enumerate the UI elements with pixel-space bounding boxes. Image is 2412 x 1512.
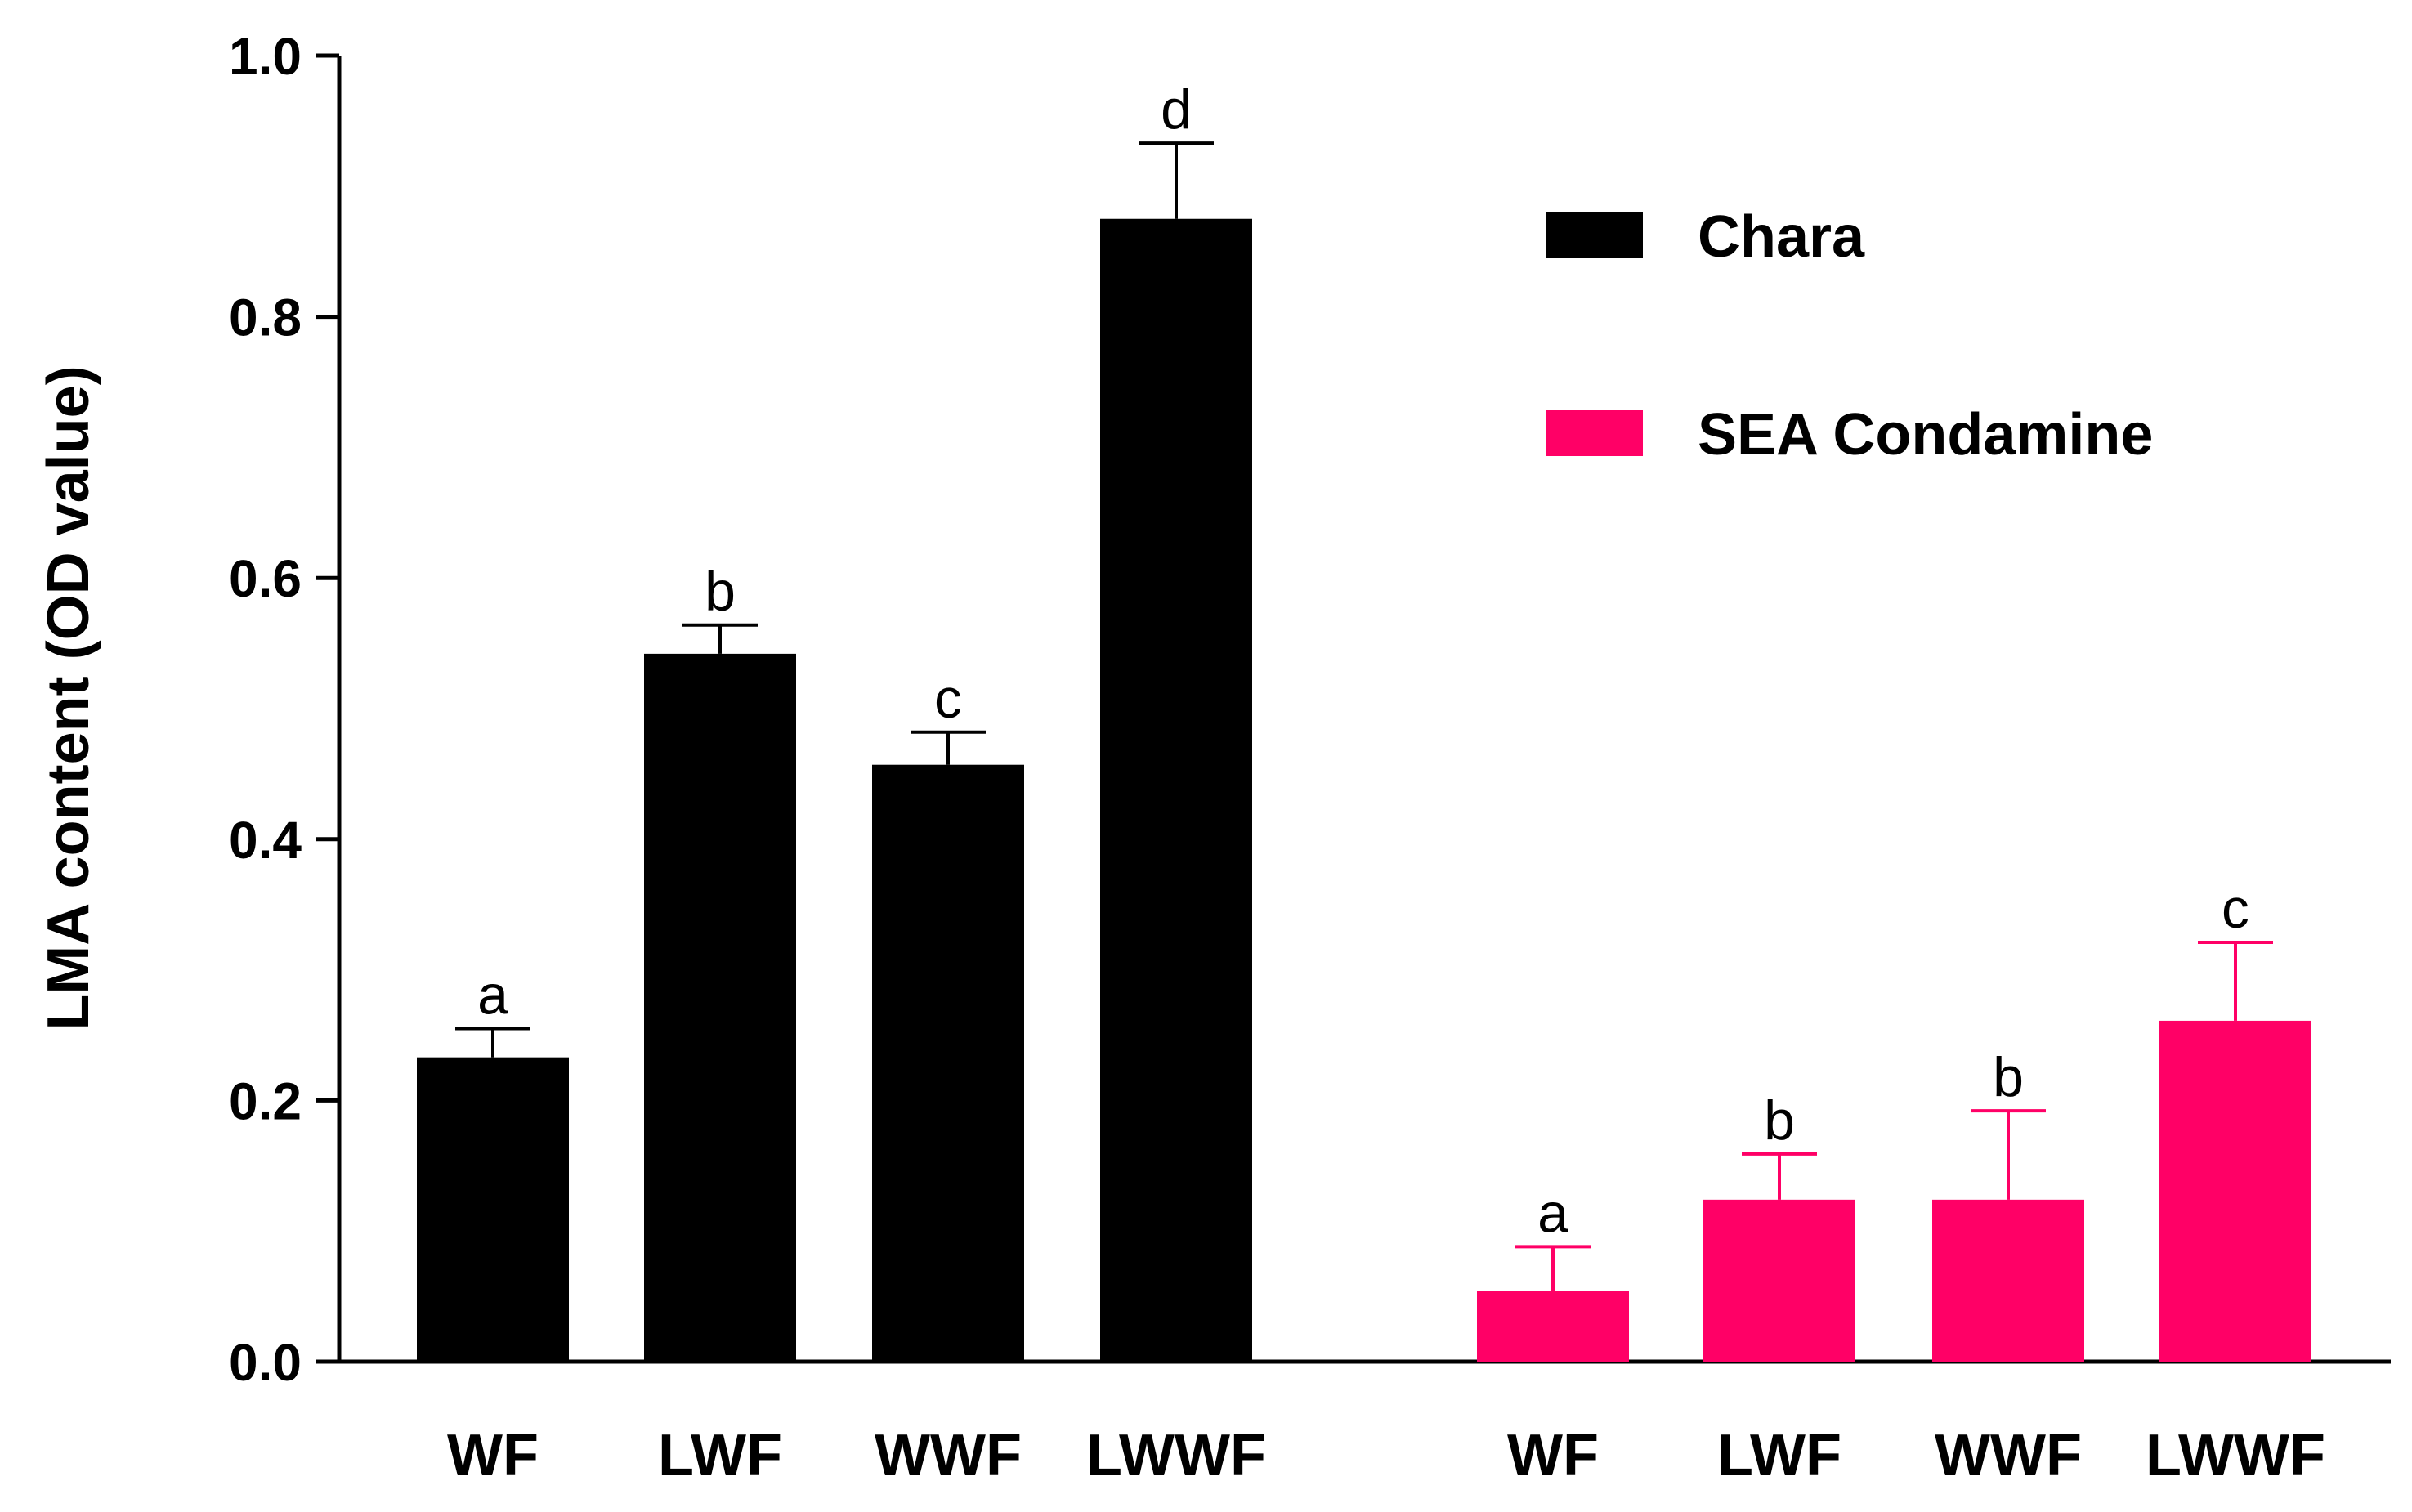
bar xyxy=(1703,1199,1855,1362)
legend: Chara SEA Condamine xyxy=(1546,204,2153,467)
y-tick-label: 1.0 xyxy=(229,27,302,86)
bar xyxy=(644,653,796,1362)
series-chara: a WF b LWF c WWF d LWWF xyxy=(417,78,1266,1488)
significance-label: b xyxy=(1993,1046,2024,1108)
x-tick-label: LWWF xyxy=(1086,1423,1266,1488)
significance-label: b xyxy=(1764,1089,1795,1152)
x-tick-label: WF xyxy=(447,1423,539,1488)
legend-swatch xyxy=(1546,410,1643,456)
series-sea-condamine: a WF b LWF b WWF c LWWF xyxy=(1477,878,2325,1488)
y-tick-label: 0.4 xyxy=(229,811,302,870)
x-tick-label: LWF xyxy=(1717,1423,1841,1488)
legend-label: SEA Condamine xyxy=(1698,402,2153,467)
legend-swatch xyxy=(1546,212,1643,258)
bar xyxy=(1100,218,1252,1362)
significance-label: b xyxy=(705,561,736,623)
y-ticks: 0.0 0.2 0.4 0.6 0.8 1.0 xyxy=(229,27,339,1392)
legend-label: Chara xyxy=(1698,204,1865,270)
y-axis-title: LMA content (OD value) xyxy=(36,365,101,1030)
y-tick-label: 0.6 xyxy=(229,549,302,608)
bar xyxy=(1932,1199,2084,1362)
x-tick-label: LWF xyxy=(658,1423,782,1488)
bar xyxy=(2159,1020,2311,1362)
significance-label: a xyxy=(477,964,508,1027)
bar xyxy=(417,1057,569,1362)
y-tick-label: 0.0 xyxy=(229,1333,302,1392)
significance-label: d xyxy=(1161,78,1192,141)
significance-label: a xyxy=(1537,1182,1568,1244)
x-tick-label: WF xyxy=(1507,1423,1599,1488)
y-tick-label: 0.2 xyxy=(229,1071,302,1130)
significance-label: c xyxy=(934,668,962,730)
y-tick-label: 0.8 xyxy=(229,289,302,347)
bar xyxy=(872,764,1024,1362)
x-tick-label: WWF xyxy=(875,1423,1022,1488)
bars: a WF b LWF c WWF d LWWF a WF b LWF b WWF c LWWF xyxy=(417,78,2325,1488)
significance-label: c xyxy=(2222,878,2249,940)
x-tick-label: WWF xyxy=(1935,1423,2082,1488)
x-tick-label: LWWF xyxy=(2146,1423,2325,1488)
bar xyxy=(1477,1291,1629,1362)
